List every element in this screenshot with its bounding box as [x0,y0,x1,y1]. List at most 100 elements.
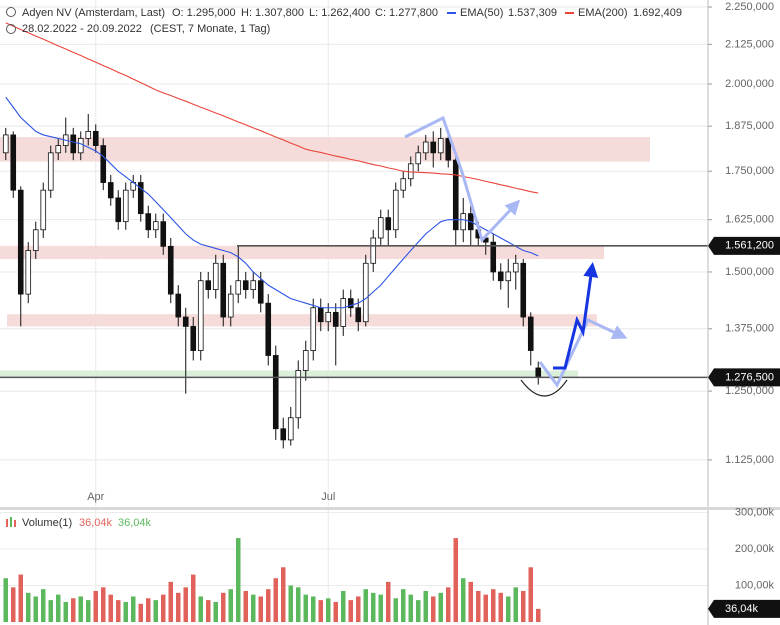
candle-body [220,262,227,318]
candle-body [167,245,174,295]
volume-bar [356,596,361,622]
volume-bar [483,594,488,622]
volume-bar [303,594,308,622]
volume-bar [386,581,391,622]
volume-bar [138,603,143,622]
y-tick-label: 1.750,000 [725,165,774,177]
range-info: (CEST, 7 Monate, 1 Tag) [150,23,270,35]
volume-tick-label: 200,00k [735,543,775,555]
y-tick-label: 2.125,000 [725,38,774,50]
y-tick-label: 1.875,000 [725,120,774,132]
candle-body [145,213,152,231]
candle-body [415,152,422,165]
candle-body [137,182,144,215]
price-zone [0,245,604,260]
candle-body [317,307,324,323]
candle-body [520,262,527,318]
volume-bar [33,596,38,622]
candle-body [310,307,317,351]
candle-body [527,316,534,351]
volume-bar [86,600,91,622]
volume-bar [221,592,226,622]
candle-body [265,302,272,356]
volume-bar [146,598,151,622]
volume-bar [78,596,83,622]
volume-bar [26,592,31,622]
volume-badge-label: 36,04k [725,603,759,615]
candle-body [205,280,212,291]
volume-legend-value: 36,04k [118,517,152,529]
candle-body [422,141,429,154]
candle-body [92,130,99,147]
volume-bar [131,596,136,622]
candle-body [17,189,24,295]
x-tick-label: Apr [87,491,104,503]
volume-legend: Volume(1) [22,517,72,529]
candle-body [340,298,347,327]
candle-body [287,417,294,441]
volume-bar [506,596,511,622]
volume-bar [498,592,503,622]
candle-body [437,138,444,154]
level-label: 1.561,200 [725,240,774,252]
volume-bar [431,596,436,622]
price-zone [7,314,597,327]
ohlc-open: O: 1.295,000 [172,7,236,19]
price-zone [0,370,578,378]
ema-line [5,96,539,309]
volume-bar [101,587,106,622]
ohlc-high: H: 1.307,800 [241,7,304,19]
volume-bar [371,592,376,622]
candle-body [392,189,399,231]
candle-body [235,280,242,295]
volume-bar [258,596,263,622]
candle-body [197,280,204,351]
volume-bar [206,600,211,622]
candle-body [25,250,32,295]
level-badge [708,236,780,255]
volume-bar [333,601,338,622]
volume-bar [108,594,113,622]
volume-bar [41,589,46,622]
plot-layer [0,22,708,622]
candle-body [490,241,497,273]
volume-bar [318,600,323,622]
instrument-name: Adyen NV (Amsterdam, Last) [22,7,165,19]
volume-bar [93,590,98,622]
candle-body [377,217,384,239]
volume-bar [423,590,428,622]
annotations [404,115,628,397]
volume-bar [266,589,271,622]
candle-body [355,307,362,323]
volume-icon [6,519,8,527]
volume-bar [183,587,188,622]
candle-body [2,134,9,154]
candle-body [295,370,302,419]
candle-body [272,355,279,430]
volume-tick-label: 300,00k [735,506,775,518]
volume-icon [10,517,12,527]
candle-body [32,229,39,251]
volume-bar [408,594,413,622]
volume-bar [281,567,286,622]
volume-bar [453,538,458,622]
volume-bar [461,578,466,622]
volume-bar [296,587,301,622]
candle-body [362,262,369,323]
candle-body [182,316,189,327]
y-tick-label: 2.250,000 [725,1,774,13]
candle-body [400,178,407,191]
candle-body [122,189,129,223]
legend-value: 1.537,309 [508,7,557,19]
ohlc-low: L: 1.262,400 [309,7,370,19]
candle-body [512,262,519,273]
candle-body [257,280,264,304]
candle-body [85,130,92,139]
volume-bar [176,592,181,622]
ohlc-close: C: 1.277,800 [375,7,438,19]
volume-bar [378,594,383,622]
collapse-icon[interactable] [6,7,16,17]
panel-separator [0,507,780,510]
